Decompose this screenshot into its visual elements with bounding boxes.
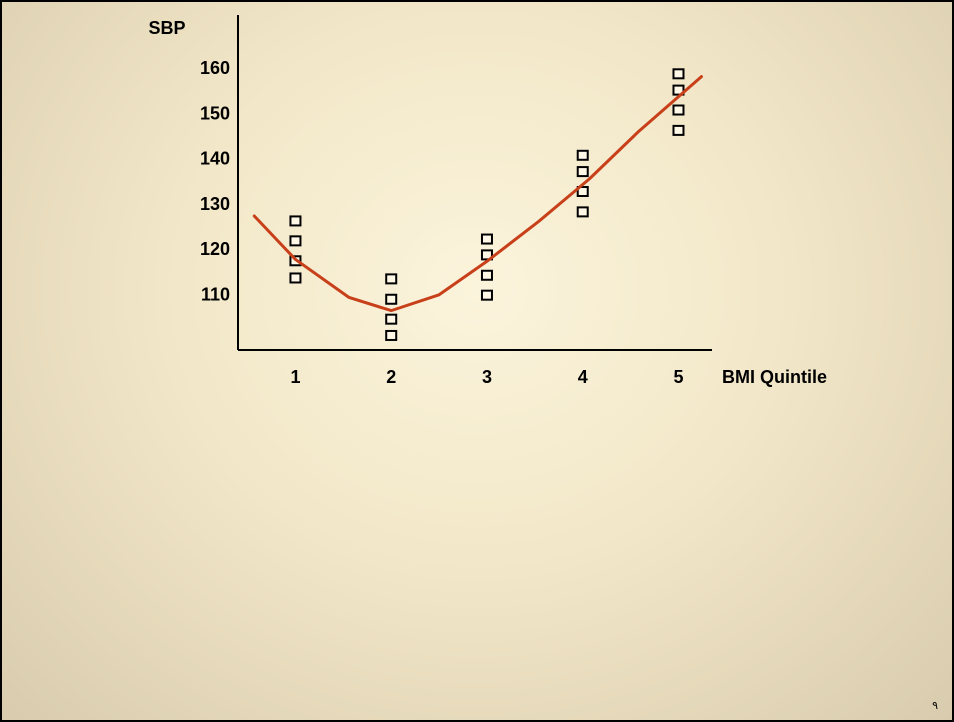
- data-point: [480, 289, 493, 301]
- x-tick-label: 2: [386, 367, 396, 387]
- data-point: [385, 329, 398, 341]
- x-tick-label: 4: [578, 367, 588, 387]
- data-point: [289, 235, 302, 247]
- y-tick-label: 140: [200, 149, 230, 169]
- x-axis-label: BMI Quintile: [722, 367, 827, 387]
- data-point: [576, 206, 589, 218]
- y-axis-label: SBP: [148, 18, 185, 38]
- data-point: [576, 186, 589, 198]
- data-point: [672, 124, 685, 136]
- data-point: [480, 233, 493, 245]
- data-point: [576, 149, 589, 161]
- x-tick-label: 3: [482, 367, 492, 387]
- y-tick-label: 130: [200, 194, 230, 214]
- x-tick-label: 1: [290, 367, 300, 387]
- x-tick-label: 5: [673, 367, 683, 387]
- data-point: [672, 68, 685, 80]
- data-point: [576, 166, 589, 178]
- data-point: [289, 272, 302, 284]
- y-tick-label: 110: [201, 284, 230, 304]
- data-point: [672, 104, 685, 116]
- fit-curve: [252, 75, 703, 313]
- data-point: [672, 84, 685, 96]
- page-number: ٩: [932, 700, 938, 712]
- data-point: [289, 215, 302, 227]
- data-point: [480, 269, 493, 281]
- y-tick-label: 160: [200, 58, 230, 78]
- y-tick-label: 150: [200, 103, 230, 123]
- data-point: [385, 313, 398, 325]
- data-point: [385, 273, 398, 285]
- data-point: [385, 293, 398, 305]
- y-tick-label: 120: [200, 239, 230, 259]
